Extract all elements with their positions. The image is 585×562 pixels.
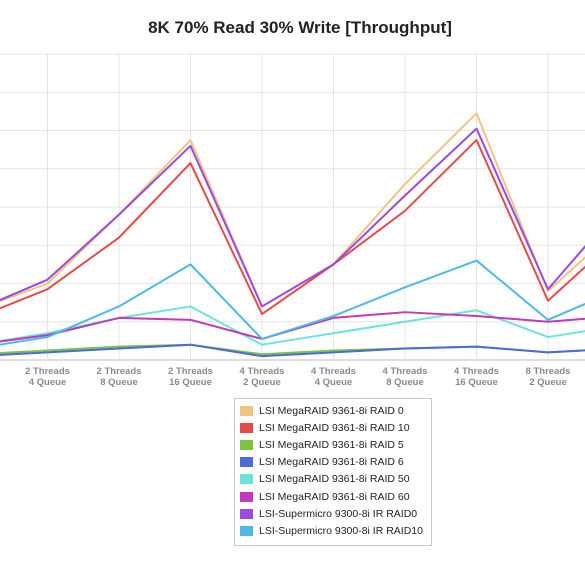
legend-item: LSI MegaRAID 9361-8i RAID 60 bbox=[240, 488, 431, 505]
legend-item: LSI-Supermicro 9300-8i IR RAID10 bbox=[240, 522, 431, 539]
legend-swatch bbox=[240, 474, 253, 485]
series-lines bbox=[0, 112, 585, 358]
x-tick-label: 2 Threads 4 Queue bbox=[25, 366, 70, 388]
legend-label: LSI MegaRAID 9361-8i RAID 6 bbox=[259, 456, 404, 469]
series-line-lsi-megaraid-9361-8i-raid-60 bbox=[0, 311, 585, 343]
legend-swatch bbox=[240, 525, 253, 536]
legend-item: LSI-Supermicro 9300-8i IR RAID0 bbox=[240, 505, 431, 522]
legend-label: LSI MegaRAID 9361-8i RAID 10 bbox=[259, 421, 410, 434]
x-tick-label: 8 Threads 2 Queue bbox=[526, 366, 571, 388]
legend-swatch bbox=[240, 422, 253, 433]
legend-label: LSI MegaRAID 9361-8i RAID 50 bbox=[259, 473, 410, 486]
legend-swatch bbox=[240, 439, 253, 450]
series-line-lsi-supermicro-9300-8i-ir-raid10 bbox=[0, 259, 585, 346]
x-tick-label: 4 Threads 4 Queue bbox=[311, 366, 356, 388]
legend-swatch bbox=[240, 491, 253, 502]
legend: LSI MegaRAID 9361-8i RAID 0 LSI MegaRAID … bbox=[234, 398, 432, 546]
x-tick-label: 4 Threads 8 Queue bbox=[383, 366, 428, 388]
legend-item: LSI MegaRAID 9361-8i RAID 10 bbox=[240, 419, 431, 436]
series-line-lsi-megaraid-9361-8i-raid-50 bbox=[0, 305, 585, 346]
legend-label: LSI MegaRAID 9361-8i RAID 0 bbox=[259, 404, 404, 417]
x-tick-label: 4 Threads 2 Queue bbox=[240, 366, 285, 388]
legend-item: LSI MegaRAID 9361-8i RAID 0 bbox=[240, 402, 431, 419]
series-line-lsi-megaraid-9361-8i-raid-10 bbox=[0, 139, 585, 316]
legend-swatch bbox=[240, 457, 253, 468]
series-line-lsi-supermicro-9300-8i-ir-raid0 bbox=[0, 127, 585, 308]
legend-label: LSI-Supermicro 9300-8i IR RAID10 bbox=[259, 524, 423, 537]
chart-title: 8K 70% Read 30% Write [Throughput] bbox=[148, 18, 452, 37]
x-tick-label: 2 Threads 16 Queue bbox=[168, 366, 213, 388]
legend-label: LSI-Supermicro 9300-8i IR RAID0 bbox=[259, 507, 418, 520]
legend-item: LSI MegaRAID 9361-8i RAID 6 bbox=[240, 454, 431, 471]
legend-item: LSI MegaRAID 9361-8i RAID 50 bbox=[240, 471, 431, 488]
legend-swatch bbox=[240, 405, 253, 416]
legend-swatch bbox=[240, 508, 253, 519]
grid-lines bbox=[0, 53, 585, 361]
series-line-lsi-megaraid-9361-8i-raid-6 bbox=[0, 343, 585, 358]
x-tick-label: 4 Threads 16 Queue bbox=[454, 366, 499, 388]
x-tick-label: 2 Threads 8 Queue bbox=[97, 366, 142, 388]
legend-label: LSI MegaRAID 9361-8i RAID 5 bbox=[259, 438, 404, 451]
legend-label: LSI MegaRAID 9361-8i RAID 60 bbox=[259, 490, 410, 503]
legend-item: LSI MegaRAID 9361-8i RAID 5 bbox=[240, 436, 431, 453]
